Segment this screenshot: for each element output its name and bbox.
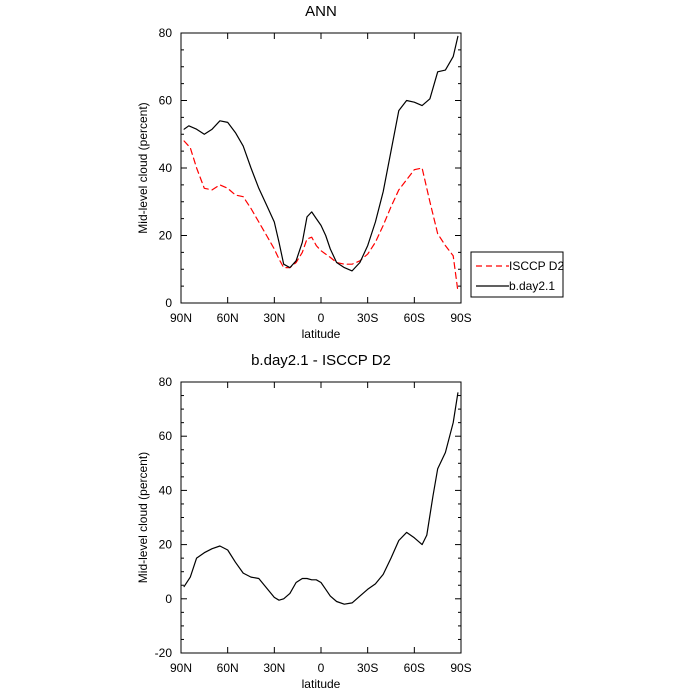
y-tick-label: 80 bbox=[159, 375, 173, 389]
x-tick-label: 60S bbox=[404, 661, 425, 675]
x-tick-label: 90S bbox=[450, 311, 471, 325]
x-axis-label: latitude bbox=[302, 327, 341, 341]
legend: ISCCP D2 b.day2.1 bbox=[470, 251, 564, 298]
chart-title: b.day2.1 - ISCCP D2 bbox=[251, 352, 391, 369]
y-tick-label: 60 bbox=[159, 429, 173, 443]
y-tick-label: 60 bbox=[159, 94, 173, 108]
x-tick-label: 90S bbox=[450, 661, 471, 675]
legend-box bbox=[470, 251, 564, 298]
chart-panel-1: ANN 0 20 40 60 80 90N 60N 30N 0 30S 60S 90S latitude M… bbox=[136, 3, 564, 341]
y-tick-label: 80 bbox=[159, 26, 173, 40]
series-line-isccp-d2 bbox=[183, 140, 459, 292]
y-tick-label: 40 bbox=[159, 483, 173, 497]
y-axis-label: Mid-level cloud (percent) bbox=[136, 102, 150, 233]
plot-frame bbox=[180, 32, 462, 304]
y-tick-label: 40 bbox=[159, 161, 173, 175]
x-tick-label: 60N bbox=[217, 311, 239, 325]
chart-title: ANN bbox=[305, 3, 337, 20]
series-line-b-day2-1 bbox=[183, 35, 459, 272]
x-tick-label: 0 bbox=[318, 661, 325, 675]
x-tick-label: 30N bbox=[263, 661, 285, 675]
x-tick-label: 0 bbox=[318, 311, 325, 325]
x-axis-label: latitude bbox=[302, 677, 341, 691]
legend-label: b.day2.1 bbox=[509, 279, 555, 293]
plot-frame bbox=[180, 381, 462, 654]
x-tick-label: 60N bbox=[217, 661, 239, 675]
legend-label: ISCCP D2 bbox=[509, 259, 564, 273]
series-line-b-day2-1-isccp-d2 bbox=[183, 392, 459, 605]
x-tick-label: 30N bbox=[263, 311, 285, 325]
y-tick-label: -20 bbox=[155, 646, 173, 660]
x-tick-label: 60S bbox=[404, 311, 425, 325]
y-tick-label: 0 bbox=[165, 296, 172, 310]
y-axis-label: Mid-level cloud (percent) bbox=[136, 452, 150, 583]
y-tick-label: 20 bbox=[159, 538, 173, 552]
y-tick-label: 20 bbox=[159, 229, 173, 243]
x-tick-label: 90N bbox=[170, 661, 192, 675]
chart-panel-2: b.day2.1 - ISCCP D2 -20 0 20 40 60 80 90N 60N 30N… bbox=[136, 352, 472, 691]
y-tick-label: 0 bbox=[165, 592, 172, 606]
x-tick-label: 90N bbox=[170, 311, 192, 325]
x-tick-label: 30S bbox=[357, 311, 378, 325]
x-tick-label: 30S bbox=[357, 661, 378, 675]
